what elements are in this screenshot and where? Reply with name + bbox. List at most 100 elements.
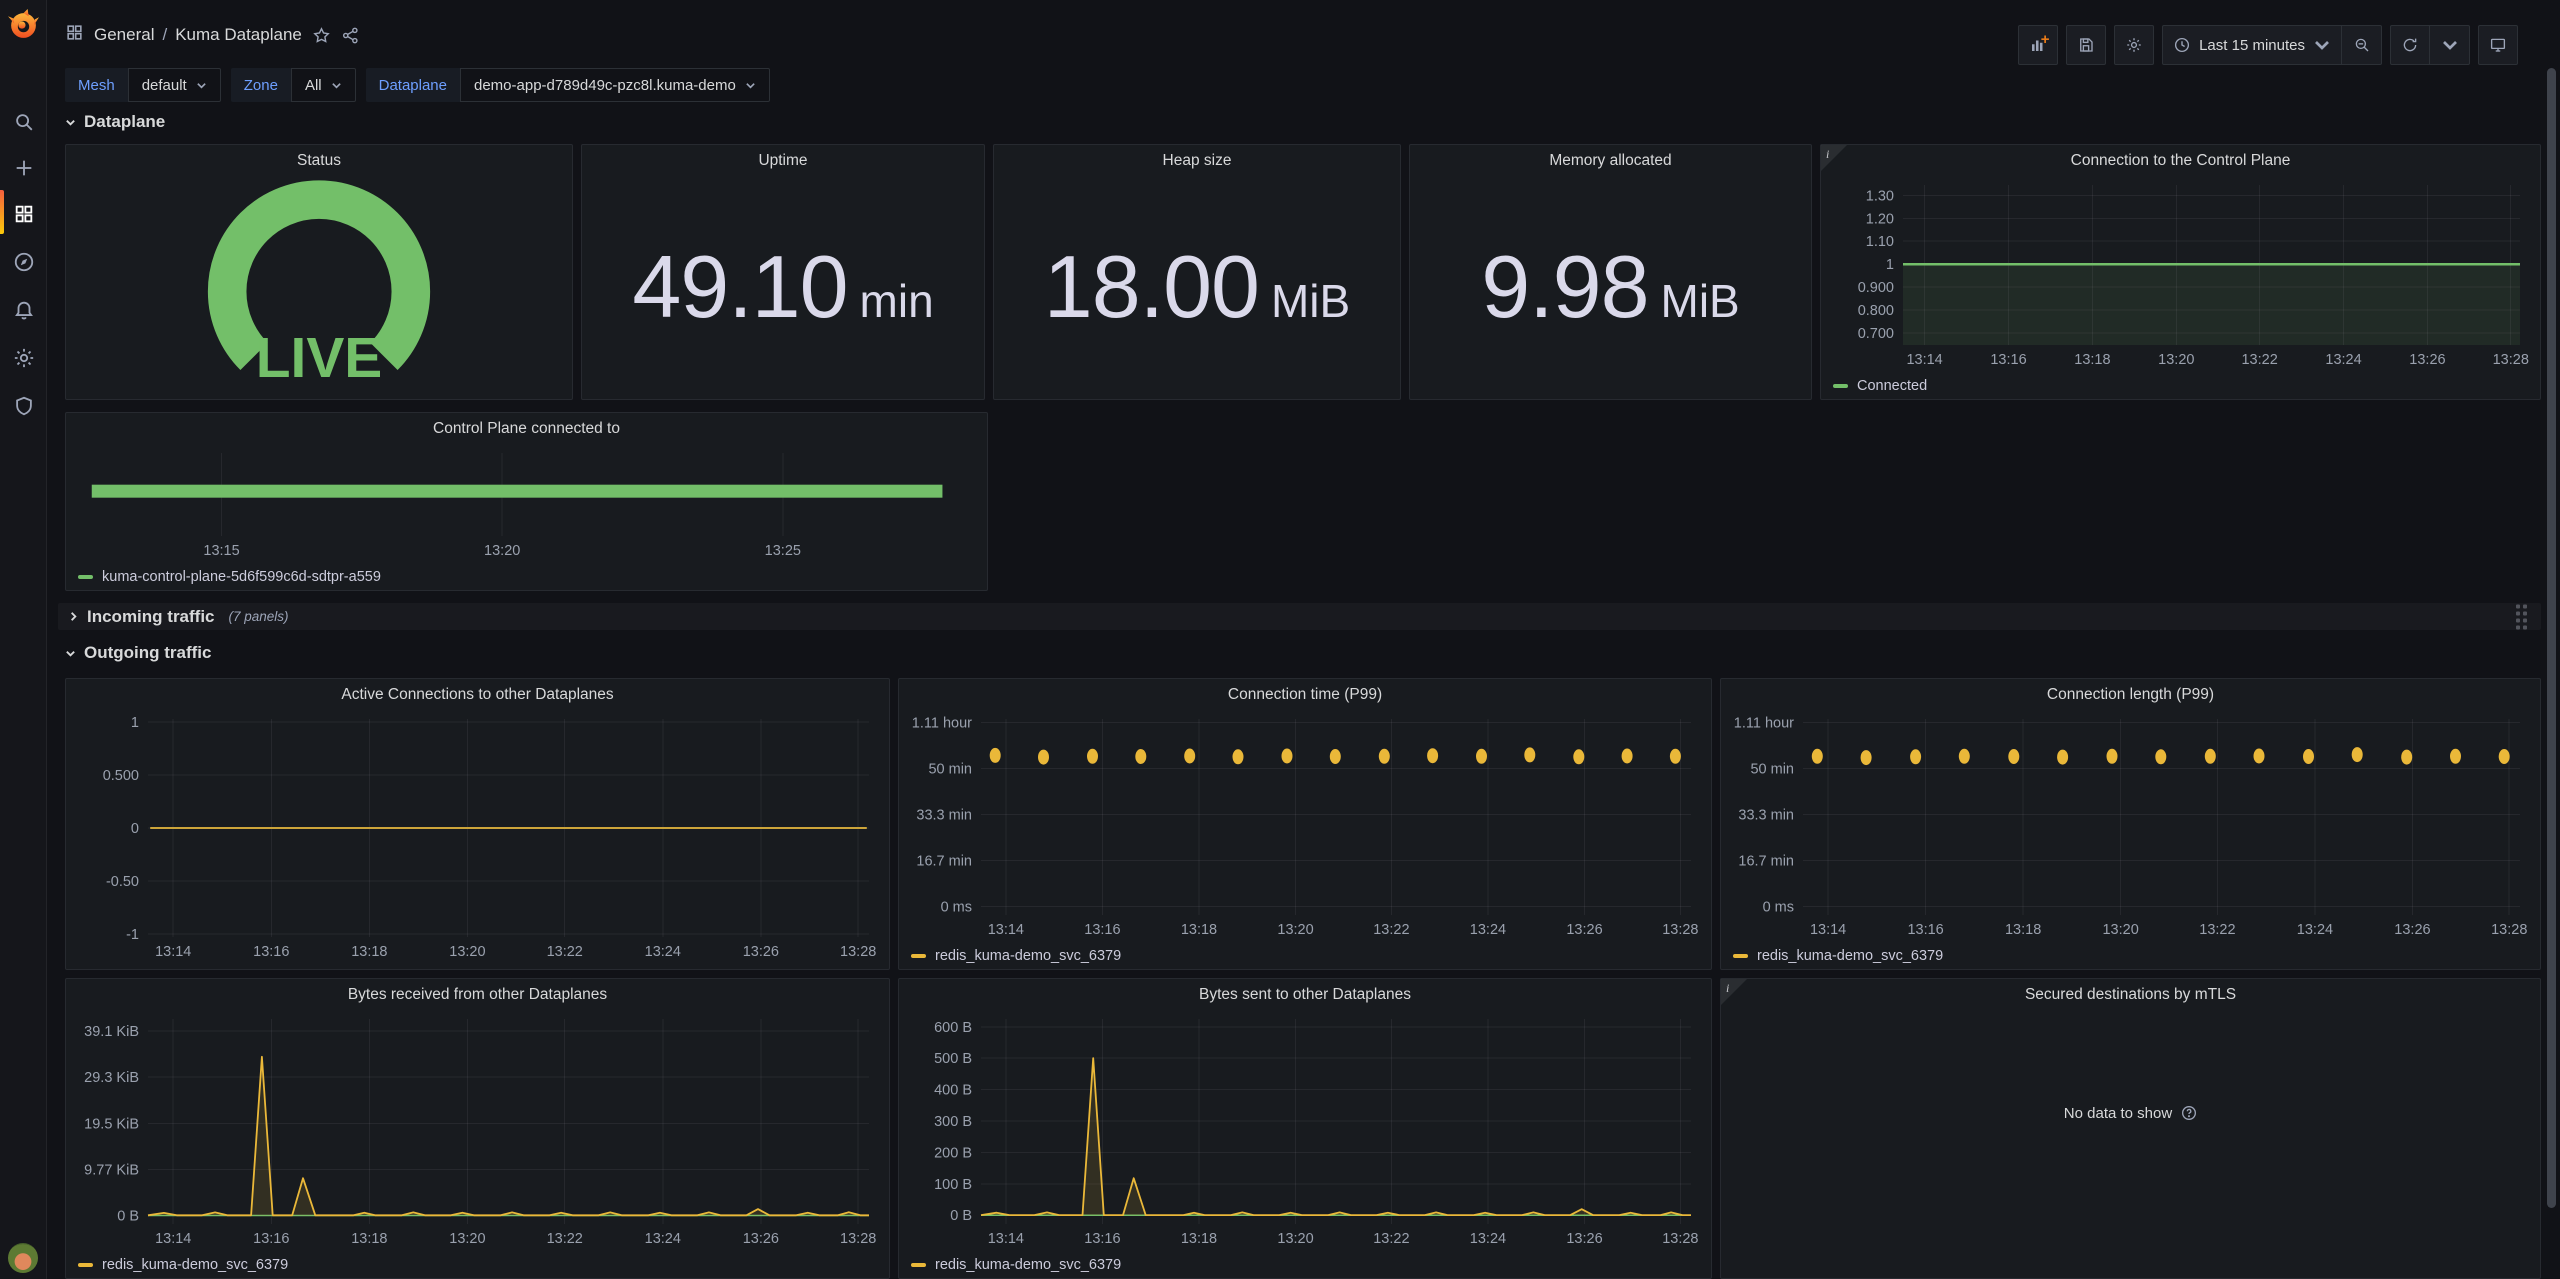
refresh-group — [2390, 25, 2470, 65]
svg-text:13:14: 13:14 — [155, 1231, 191, 1247]
dashboards-icon[interactable] — [0, 192, 47, 236]
svg-text:0.900: 0.900 — [1858, 280, 1894, 296]
svg-text:13:28: 13:28 — [2491, 922, 2527, 938]
row-toggle-outgoing-traffic[interactable]: Outgoing traffic — [65, 643, 211, 663]
time-range-picker[interactable]: Last 15 minutes — [2162, 25, 2342, 65]
legend-marker — [911, 954, 926, 958]
row-drag-handle[interactable] — [2516, 604, 2527, 629]
panel-memory-allocated: Memory allocated 9.98 MiB — [1409, 144, 1812, 400]
panel-bytes-received: Bytes received from other Dataplanes 39.… — [65, 978, 890, 1279]
svg-text:13:22: 13:22 — [1373, 1231, 1409, 1247]
legend-item[interactable]: Connected — [1833, 378, 1927, 394]
panel-title[interactable]: Active Connections to other Dataplanes — [341, 686, 614, 703]
svg-text:1: 1 — [131, 715, 139, 731]
create-plus-icon[interactable] — [0, 146, 47, 190]
legend-marker — [78, 575, 93, 579]
breadcrumb-section[interactable]: General — [94, 25, 155, 44]
variable-mesh-value[interactable]: default — [127, 68, 221, 102]
row-toggle-dataplane[interactable]: Dataplane — [65, 112, 165, 132]
panel-connection-to-control-plane: i Connection to the Control Plane 1.30 1.… — [1820, 144, 2541, 400]
share-icon[interactable] — [341, 26, 360, 45]
svg-text:13:28: 13:28 — [2493, 352, 2529, 368]
panel-title[interactable]: Connection length (P99) — [2046, 686, 2215, 703]
row-toggle-incoming-traffic[interactable]: Incoming traffic (7 panels) — [58, 603, 2541, 630]
kiosk-mode-monitor-icon[interactable] — [2478, 25, 2518, 65]
svg-text:16.7 min: 16.7 min — [916, 854, 972, 870]
panel-title[interactable]: Connection time (P99) — [1227, 686, 1383, 703]
svg-text:33.3 min: 33.3 min — [916, 808, 972, 824]
variable-mesh-label: Mesh — [65, 68, 128, 102]
save-dashboard-button[interactable] — [2066, 25, 2107, 65]
legend-item[interactable]: kuma-control-plane-5d6f599c6d-sdtpr-a559 — [78, 569, 381, 585]
panel-title[interactable]: Connection to the Control Plane — [2070, 152, 2291, 169]
grafana-logo-icon[interactable] — [7, 8, 40, 41]
search-icon[interactable] — [0, 100, 47, 144]
svg-text:13:26: 13:26 — [743, 1231, 779, 1247]
svg-text:13:24: 13:24 — [2297, 922, 2333, 938]
svg-text:19.5 KiB: 19.5 KiB — [84, 1116, 139, 1132]
page-scrollbar — [2547, 0, 2558, 1279]
panel-info-icon[interactable]: i — [1721, 979, 1747, 1005]
svg-text:13:22: 13:22 — [547, 944, 583, 960]
zoom-out-time-button[interactable] — [2342, 25, 2382, 65]
alerting-bell-icon[interactable] — [0, 288, 47, 332]
panel-title[interactable]: Bytes sent to other Dataplanes — [1199, 986, 1411, 1003]
refresh-button[interactable] — [2390, 25, 2430, 65]
add-panel-button[interactable]: + — [2018, 25, 2059, 65]
timeseries-chart[interactable]: 1.30 1.20 1.10 1 0.900 0.800 0.700 13:14 13:16 13… — [1825, 175, 2534, 373]
svg-text:0 ms: 0 ms — [941, 900, 972, 916]
user-avatar[interactable] — [8, 1243, 38, 1273]
legend-item[interactable]: redis_kuma-demo_svc_6379 — [911, 948, 1121, 964]
panel-info-icon[interactable]: i — [1821, 145, 1847, 171]
breadcrumb-title[interactable]: Kuma Dataplane — [175, 25, 302, 44]
panel-active-connections: Active Connections to other Dataplanes 1… — [65, 678, 890, 970]
admin-shield-icon[interactable] — [0, 384, 47, 428]
variable-zone-value[interactable]: All — [290, 68, 356, 102]
panel-status: Status LIVE — [65, 144, 573, 400]
legend-item[interactable]: redis_kuma-demo_svc_6379 — [911, 1257, 1121, 1273]
panel-title[interactable]: Secured destinations by mTLS — [2024, 986, 2237, 1003]
svg-text:13:20: 13:20 — [484, 543, 520, 559]
refresh-interval-dropdown[interactable] — [2430, 25, 2470, 65]
svg-text:50 min: 50 min — [928, 762, 972, 778]
panel-title[interactable]: Heap size — [1162, 152, 1232, 169]
svg-text:13:20: 13:20 — [449, 944, 485, 960]
points-chart[interactable]: 1.11 hour 50 min 33.3 min 16.7 min 0 ms 13:14… — [1725, 709, 2534, 943]
panel-connection-time-p99: Connection time (P99) 1.11 hour 50 min 33.… — [898, 678, 1712, 970]
variable-dataplane: Dataplane demo-app-d789d49c-pzc8l.kuma-d… — [365, 68, 770, 102]
legend-item[interactable]: redis_kuma-demo_svc_6379 — [78, 1257, 288, 1273]
svg-text:13:22: 13:22 — [547, 1231, 583, 1247]
dashboard-variables: Mesh default Zone All Dataplane demo-app… — [65, 68, 770, 102]
svg-text:13:16: 13:16 — [1084, 922, 1120, 938]
timeline-chart[interactable]: 13:15 13:20 13:25 — [70, 443, 981, 564]
panel-title[interactable]: Status — [297, 152, 341, 169]
chevron-down-icon — [746, 82, 755, 89]
legend-item[interactable]: redis_kuma-demo_svc_6379 — [1733, 948, 1943, 964]
panel-title[interactable]: Bytes received from other Dataplanes — [347, 986, 608, 1003]
panel-title[interactable]: Memory allocated — [1549, 152, 1672, 169]
panel-title[interactable]: Uptime — [758, 152, 808, 169]
points-chart[interactable]: 1.11 hour 50 min 33.3 min 16.7 min 0 ms 13:14… — [903, 709, 1705, 943]
explore-compass-icon[interactable] — [0, 240, 47, 284]
help-question-icon[interactable] — [2181, 1105, 2197, 1121]
top-nav: General / Kuma Dataplane + — [47, 0, 2560, 70]
scrollbar-thumb[interactable] — [2547, 68, 2556, 1208]
dashboard-settings-gear-icon[interactable] — [2114, 25, 2155, 65]
svg-text:13:20: 13:20 — [1277, 922, 1313, 938]
svg-text:13:18: 13:18 — [351, 1231, 387, 1247]
timeseries-chart[interactable]: 600 B 500 B 400 B 300 B 200 B 100 B 0 B 13:14 13… — [903, 1009, 1705, 1252]
configuration-gear-icon[interactable] — [0, 336, 47, 380]
timeseries-chart[interactable]: 1 0.500 0 -0.50 -1 13:14 13:16 13:18 13:20 13:22 1… — [70, 709, 883, 965]
svg-text:0.700: 0.700 — [1858, 326, 1894, 342]
legend-marker — [911, 1263, 926, 1267]
svg-text:9.77 KiB: 9.77 KiB — [84, 1162, 139, 1178]
panel-title[interactable]: Control Plane connected to — [433, 420, 620, 437]
svg-text:13:24: 13:24 — [2325, 352, 2361, 368]
svg-text:13:16: 13:16 — [1990, 352, 2026, 368]
variable-dataplane-value[interactable]: demo-app-d789d49c-pzc8l.kuma-demo — [460, 68, 770, 102]
timeseries-chart[interactable]: 39.1 KiB 29.3 KiB 19.5 KiB 9.77 KiB 0 B 13:14… — [70, 1009, 883, 1252]
svg-text:13:26: 13:26 — [2409, 352, 2445, 368]
favorite-star-icon[interactable] — [312, 26, 331, 45]
status-gauge[interactable]: LIVE — [66, 175, 572, 399]
